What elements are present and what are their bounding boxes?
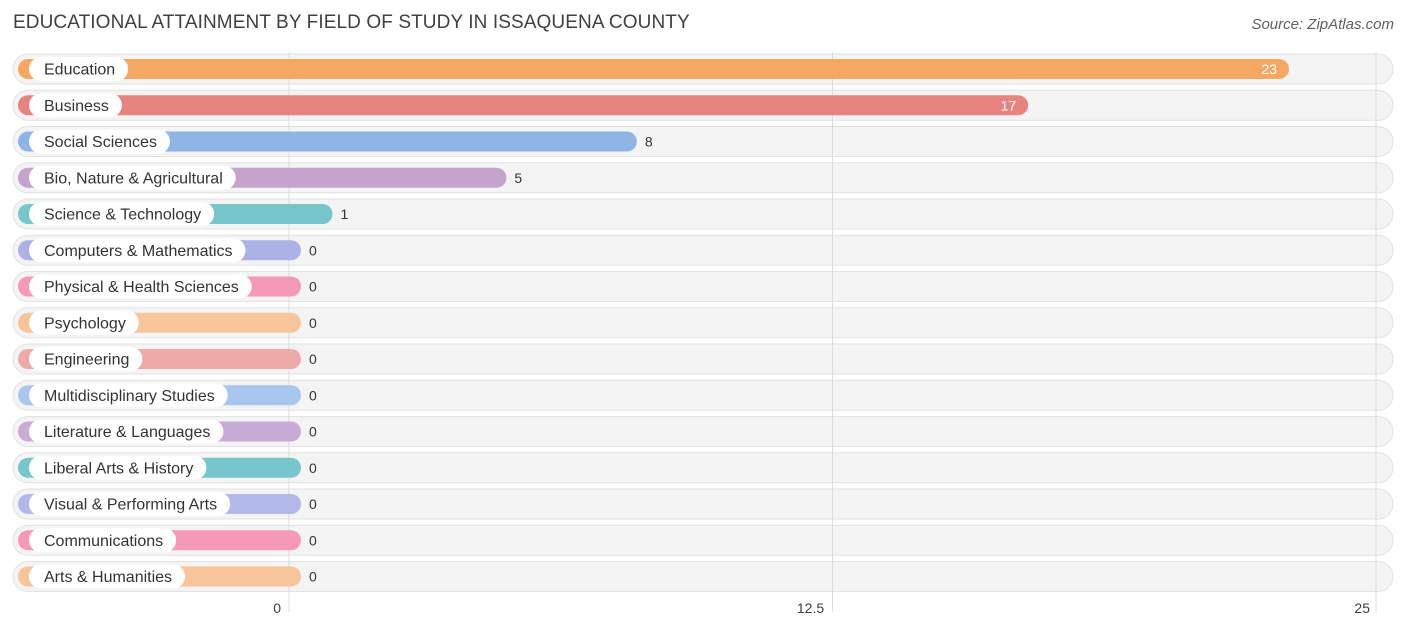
category-label-pill bbox=[29, 564, 186, 589]
value-label: 0 bbox=[309, 569, 317, 585]
x-tick-label: 12.5 bbox=[797, 600, 824, 616]
category-label: Business bbox=[44, 98, 109, 115]
value-label: 1 bbox=[340, 206, 348, 222]
category-label-pill bbox=[29, 238, 246, 263]
value-label: 23 bbox=[1261, 61, 1277, 77]
category-label: Physical & Health Sciences bbox=[44, 279, 239, 296]
value-label: 0 bbox=[309, 279, 317, 295]
category-label-pill bbox=[29, 202, 215, 226]
bar bbox=[18, 131, 637, 152]
category-label-pill bbox=[29, 383, 228, 408]
row-background bbox=[12, 561, 1394, 592]
category-label-pill bbox=[29, 57, 129, 81]
category-label-pill bbox=[29, 455, 207, 480]
category-label-pill bbox=[29, 347, 143, 371]
value-label: 0 bbox=[309, 496, 317, 512]
category-label-pill bbox=[29, 93, 122, 118]
x-tick-label: 0 bbox=[273, 600, 281, 616]
category-label: Communications bbox=[44, 533, 163, 550]
category-label: Liberal Arts & History bbox=[44, 460, 193, 477]
category-label: Science & Technology bbox=[44, 207, 201, 224]
category-label-pill bbox=[29, 419, 224, 444]
category-label: Engineering bbox=[44, 352, 129, 369]
value-label: 17 bbox=[1001, 97, 1017, 113]
value-label: 0 bbox=[309, 532, 317, 548]
row-background bbox=[12, 416, 1394, 447]
value-label: 0 bbox=[309, 315, 317, 331]
chart-title: EDUCATIONAL ATTAINMENT BY FIELD OF STUDY… bbox=[13, 12, 690, 33]
value-label: 0 bbox=[309, 460, 317, 476]
category-label: Social Sciences bbox=[44, 134, 157, 151]
category-label: Visual & Performing Arts bbox=[44, 497, 217, 514]
category-label-pill bbox=[29, 310, 139, 335]
row-background bbox=[12, 379, 1394, 411]
row-background bbox=[12, 234, 1394, 266]
category-label-pill bbox=[29, 528, 177, 553]
category-label: Arts & Humanities bbox=[44, 569, 172, 586]
value-label: 0 bbox=[309, 242, 317, 258]
category-label: Literature & Languages bbox=[44, 424, 210, 441]
row-background bbox=[12, 307, 1394, 339]
category-label: Computers & Mathematics bbox=[44, 243, 233, 260]
category-label-pill bbox=[29, 274, 252, 299]
value-label: 5 bbox=[514, 170, 522, 186]
row-background bbox=[12, 271, 1394, 302]
source-credit: Source: ZipAtlas.com bbox=[1251, 16, 1394, 33]
category-label-pill bbox=[29, 129, 170, 154]
category-label: Bio, Nature & Agricultural bbox=[44, 170, 223, 187]
category-label-pill bbox=[29, 165, 236, 190]
value-label: 0 bbox=[309, 351, 317, 367]
bar bbox=[18, 59, 1290, 79]
value-label: 0 bbox=[309, 424, 317, 440]
row-background bbox=[12, 452, 1394, 484]
category-label: Multidisciplinary Studies bbox=[44, 388, 215, 405]
category-label-pill bbox=[29, 492, 231, 516]
bar bbox=[18, 95, 1029, 116]
row-background bbox=[12, 343, 1394, 375]
x-tick-label: 25 bbox=[1354, 600, 1370, 616]
category-label: Psychology bbox=[44, 315, 126, 332]
value-label: 8 bbox=[645, 134, 653, 150]
value-label: 0 bbox=[309, 387, 317, 403]
row-background bbox=[12, 198, 1394, 230]
category-label: Education bbox=[44, 62, 115, 79]
row-background bbox=[12, 488, 1394, 520]
row-background bbox=[12, 524, 1394, 556]
